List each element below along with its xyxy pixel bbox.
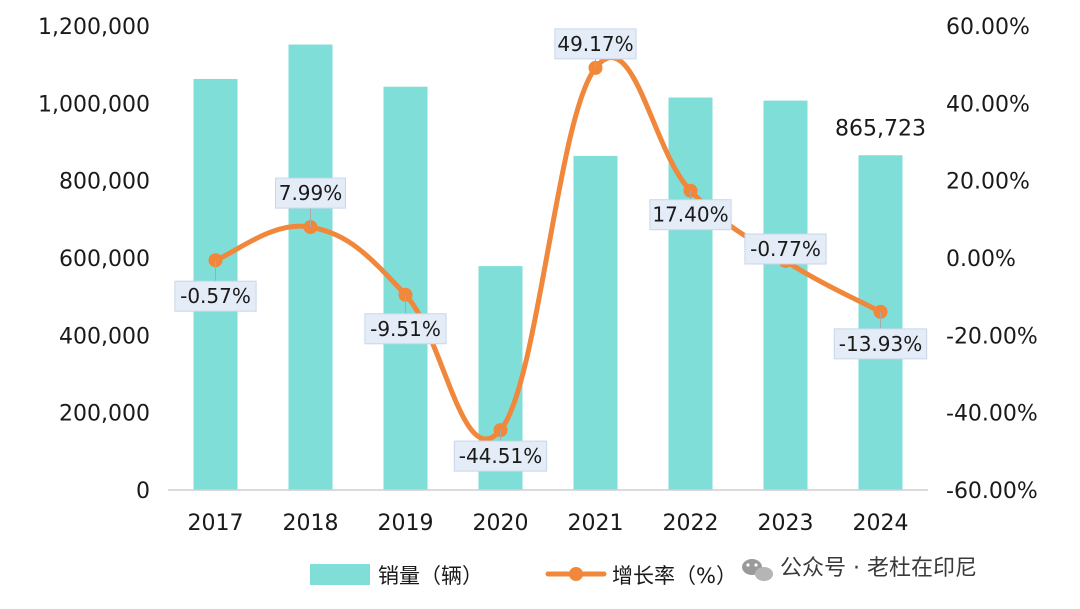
growth-label-box [833, 328, 928, 360]
growth-label-2023: -0.77% [750, 237, 821, 261]
legend: 销量（辆） 增长率（%） [310, 564, 737, 588]
growth-label-box [649, 199, 732, 231]
growth-label-box [174, 280, 257, 312]
x-tick-label-2020: 2020 [473, 511, 529, 536]
growth-label-2018: 7.99% [279, 181, 343, 205]
growth-label-box [364, 313, 447, 345]
bar-2023 [763, 100, 808, 491]
growth-label-2022: 17.40% [652, 203, 728, 227]
watermark-text: 公众号 · 老杜在印尼 [780, 556, 977, 581]
y-right-tick-label: 0.00% [946, 247, 1016, 272]
growth-label-2017: -0.57% [180, 284, 251, 308]
x-tick-label-2019: 2019 [378, 511, 434, 536]
bar-value-label-2024: 865,723 [835, 116, 926, 141]
y-left-tick-label: 1,000,000 [38, 92, 150, 117]
legend-bar-label: 销量（辆） [378, 564, 483, 588]
growth-label-2019: -9.51% [370, 317, 441, 341]
data-labels: -0.57% 7.99% -9.51% -44.51% 49.17% 17.40% -0.7… [174, 28, 928, 472]
legend-line-label: 增长率（%） [612, 564, 737, 588]
y-right-tick-label: 20.00% [946, 170, 1030, 195]
legend-line-marker [569, 567, 583, 581]
y-right-tick-label: -40.00% [946, 402, 1038, 427]
x-tick-label-2021: 2021 [568, 511, 624, 536]
x-axis-ticks: 2017 2018 2019 2020 2021 2022 2023 2024 [188, 511, 909, 536]
y-left-tick-label: 0 [136, 479, 150, 504]
growth-label-box [453, 440, 548, 472]
y-right-tick-label: 40.00% [946, 92, 1030, 117]
right-axis-ticks: -60.00% -40.00% -20.00% 0.00% 20.00% 40.00% 60… [946, 15, 1038, 504]
y-left-tick-label: 600,000 [59, 247, 150, 272]
growth-label-2024: -13.93% [839, 332, 922, 356]
y-right-tick-label: -60.00% [946, 479, 1038, 504]
x-tick-label-2022: 2022 [663, 511, 719, 536]
growth-label-box [744, 233, 827, 265]
bar-2021 [573, 155, 618, 491]
x-tick-label-2017: 2017 [188, 511, 244, 536]
left-axis-ticks: 0 200,000 400,000 600,000 800,000 1,000,000 1,… [38, 15, 150, 504]
growth-label-box [554, 28, 637, 60]
growth-label-box [275, 177, 346, 209]
x-tick-label-2024: 2024 [853, 511, 909, 536]
y-left-tick-label: 400,000 [59, 324, 150, 349]
x-tick-label-2018: 2018 [283, 511, 339, 536]
growth-label-2021: 49.17% [557, 32, 633, 56]
bar-2018 [288, 44, 333, 491]
bar-2022 [668, 97, 713, 491]
watermark: 公众号 · 老杜在印尼 [742, 556, 977, 581]
bar-series [193, 44, 903, 491]
y-right-tick-label: 60.00% [946, 15, 1030, 40]
legend-bar-swatch [310, 564, 370, 585]
x-tick-label-2023: 2023 [758, 511, 814, 536]
y-left-tick-label: 800,000 [59, 170, 150, 195]
y-left-tick-label: 200,000 [59, 402, 150, 427]
y-left-tick-label: 1,200,000 [38, 15, 150, 40]
growth-label-2020: -44.51% [459, 444, 542, 468]
wechat-icon [742, 559, 773, 581]
y-right-tick-label: -20.00% [946, 324, 1038, 349]
